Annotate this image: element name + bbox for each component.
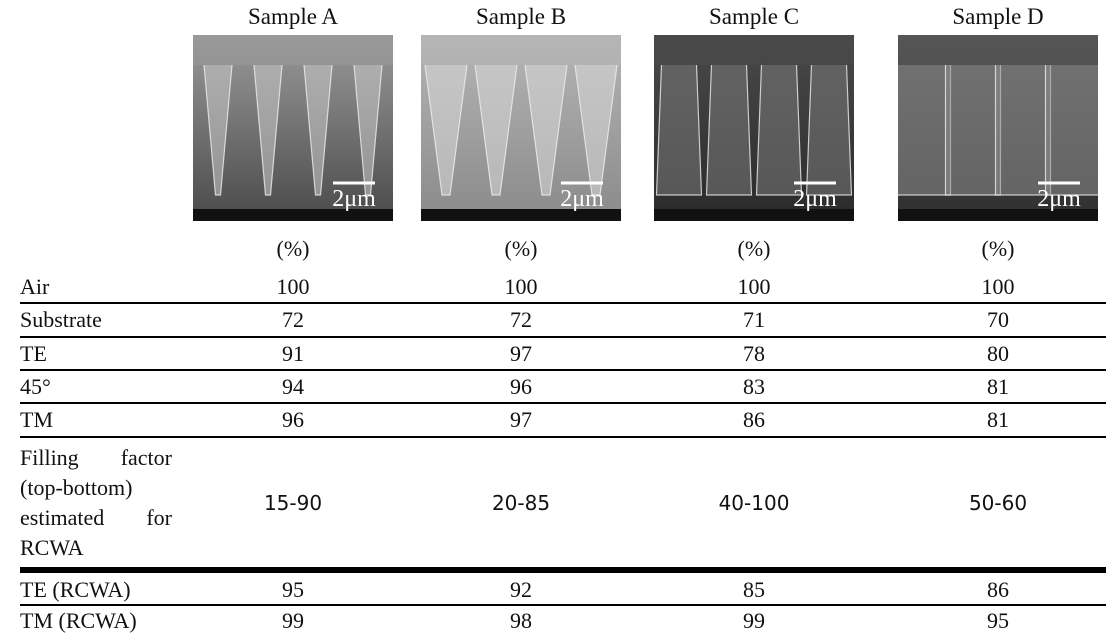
unit-label: (%)	[883, 232, 1106, 266]
table-rule	[20, 369, 1106, 371]
table-cell: 96	[178, 403, 408, 437]
table-cell: 100	[178, 270, 408, 303]
unit-label: (%)	[178, 232, 408, 266]
table-cell: 91	[178, 337, 408, 370]
table-rule	[20, 436, 1106, 438]
table-cell: 95	[178, 574, 408, 605]
table-cell: 98	[406, 605, 636, 637]
table-cell: 20-85	[406, 437, 636, 568]
table-cell: 100	[406, 270, 636, 303]
sem-image: 2μm	[193, 35, 393, 221]
table-cell: 100	[883, 270, 1106, 303]
table-rule	[20, 402, 1106, 404]
table-cell: 40-100	[639, 437, 869, 568]
table-cell: 81	[883, 370, 1106, 403]
row-label: TE	[20, 337, 180, 370]
table-cell: 97	[406, 337, 636, 370]
scale-bar-label: 2μm	[332, 186, 376, 212]
table-rule	[20, 302, 1106, 304]
unit-label: (%)	[406, 232, 636, 266]
table-cell: 94	[178, 370, 408, 403]
sem-image: 2μm	[898, 35, 1098, 221]
row-label: Filling factor (top-bottom) estimated fo…	[20, 443, 172, 563]
sem-image: 2μm	[654, 35, 854, 221]
page: Sample A 2μm (%) Sample B 2μm (%) Sample C 2μm (…	[0, 0, 1106, 637]
scale-bar-label: 2μm	[1037, 186, 1081, 212]
unit-label: (%)	[639, 232, 869, 266]
table-rule	[20, 567, 1106, 573]
table-cell: 100	[639, 270, 869, 303]
scale-bar-label: 2μm	[560, 186, 604, 212]
sample-title: Sample B	[406, 4, 636, 30]
row-label: 45°	[20, 370, 180, 403]
table-cell: 50-60	[883, 437, 1106, 568]
table-cell: 78	[639, 337, 869, 370]
row-label: Substrate	[20, 303, 180, 337]
sample-title: Sample C	[639, 4, 869, 30]
table-cell: 99	[178, 605, 408, 637]
row-label: TE (RCWA)	[20, 574, 180, 605]
table-cell: 72	[178, 303, 408, 337]
sample-title: Sample A	[178, 4, 408, 30]
table-cell: 97	[406, 403, 636, 437]
table-cell: 86	[883, 574, 1106, 605]
row-label: TM (RCWA)	[20, 605, 180, 637]
row-label: TM	[20, 403, 180, 437]
table-cell: 72	[406, 303, 636, 337]
table-cell: 86	[639, 403, 869, 437]
table-cell: 96	[406, 370, 636, 403]
table-rule	[20, 336, 1106, 338]
table-cell: 80	[883, 337, 1106, 370]
table-cell: 15-90	[178, 437, 408, 568]
table-cell: 85	[639, 574, 869, 605]
table-rule	[20, 604, 1106, 606]
table-cell: 71	[639, 303, 869, 337]
table-cell: 81	[883, 403, 1106, 437]
row-label: Air	[20, 270, 180, 303]
sample-title: Sample D	[883, 4, 1106, 30]
table-cell: 70	[883, 303, 1106, 337]
table-cell: 92	[406, 574, 636, 605]
scale-bar-label: 2μm	[793, 186, 837, 212]
table-cell: 95	[883, 605, 1106, 637]
table-cell: 99	[639, 605, 869, 637]
sem-image: 2μm	[421, 35, 621, 221]
table-cell: 83	[639, 370, 869, 403]
